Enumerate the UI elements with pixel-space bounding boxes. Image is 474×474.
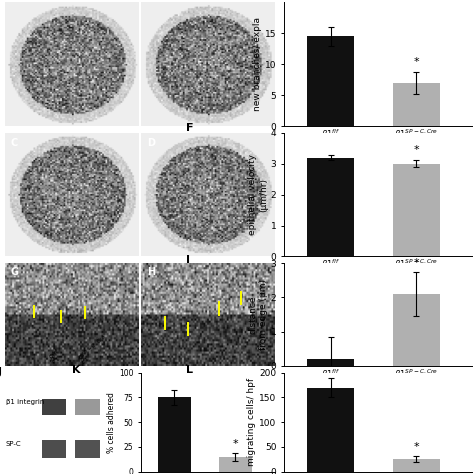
Bar [219, 457, 252, 472]
Bar [42, 400, 66, 415]
Y-axis label: distance
from edge (μm): distance from edge (μm) [248, 279, 268, 350]
Bar [308, 157, 355, 256]
Text: *: * [413, 57, 419, 67]
Text: C: C [10, 138, 18, 148]
Text: *: * [413, 145, 419, 155]
Text: SP-C: SP-C [6, 441, 22, 447]
Text: $\beta_1^{SP-C.Cre}$: $\beta_1^{SP-C.Cre}$ [75, 332, 112, 367]
Text: H: H [147, 267, 155, 277]
Bar [393, 294, 440, 366]
Text: *: * [413, 442, 419, 452]
Text: L: L [186, 365, 193, 375]
Text: $\beta_1^{f/f}$: $\beta_1^{f/f}$ [46, 346, 67, 367]
Text: G: G [10, 267, 18, 277]
Y-axis label: % cells adhered: % cells adhered [107, 392, 116, 453]
Y-axis label: epithelial velocity
(μm/hr): epithelial velocity (μm/hr) [248, 154, 268, 235]
Text: D: D [147, 138, 155, 148]
Text: F: F [186, 123, 194, 133]
Bar [75, 440, 100, 458]
Bar [42, 440, 66, 458]
Y-axis label: new branches/ expla: new branches/ expla [253, 17, 262, 111]
Y-axis label: migrating cells/ hpf: migrating cells/ hpf [247, 378, 256, 466]
Bar [308, 388, 355, 472]
Bar [393, 164, 440, 256]
Bar [393, 83, 440, 126]
Text: β1 integrin: β1 integrin [6, 400, 45, 405]
Text: *: * [413, 258, 419, 268]
Text: E: E [186, 0, 194, 2]
Text: J: J [0, 367, 1, 377]
Bar [75, 400, 100, 415]
Text: *: * [232, 439, 238, 449]
Bar [393, 459, 440, 472]
Text: K: K [72, 365, 80, 375]
Bar [308, 36, 355, 126]
Bar [308, 359, 355, 366]
Text: I: I [186, 255, 191, 265]
Bar [158, 397, 191, 472]
